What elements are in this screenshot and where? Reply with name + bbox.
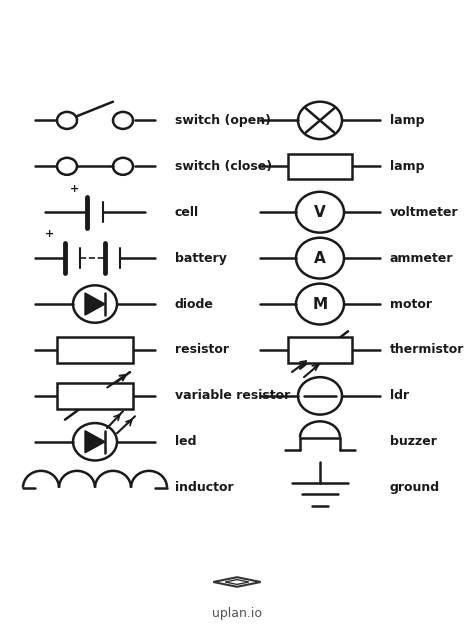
Text: lamp: lamp: [390, 160, 425, 173]
Text: led: led: [175, 436, 197, 448]
Text: ammeter: ammeter: [390, 252, 454, 264]
Text: switch (open): switch (open): [175, 114, 271, 127]
Text: resistor: resistor: [175, 344, 229, 356]
Bar: [57, 383, 133, 409]
Text: ldr: ldr: [390, 389, 409, 403]
Text: buzzer: buzzer: [390, 436, 437, 448]
Polygon shape: [85, 430, 105, 453]
Text: cell: cell: [175, 205, 199, 219]
Text: diode: diode: [175, 297, 214, 311]
Text: voltmeter: voltmeter: [390, 205, 459, 219]
Text: variable resistor: variable resistor: [175, 389, 290, 403]
Text: ground: ground: [390, 481, 440, 494]
Text: uplan.io: uplan.io: [212, 607, 262, 621]
Text: motor: motor: [390, 297, 432, 311]
Bar: [288, 153, 352, 179]
Bar: [57, 337, 133, 363]
Text: switch (close): switch (close): [175, 160, 272, 173]
Text: lamp: lamp: [390, 114, 425, 127]
Polygon shape: [85, 293, 105, 315]
Text: +: +: [70, 183, 80, 193]
Text: inductor: inductor: [175, 481, 234, 494]
Text: M: M: [312, 297, 328, 311]
Text: +: +: [46, 230, 55, 240]
Text: A: A: [314, 250, 326, 266]
Text: thermistor: thermistor: [390, 344, 465, 356]
Text: battery: battery: [175, 252, 227, 264]
Text: Electrical circuit symbols: Electrical circuit symbols: [70, 38, 404, 62]
Text: V: V: [314, 205, 326, 220]
Bar: [288, 337, 352, 363]
